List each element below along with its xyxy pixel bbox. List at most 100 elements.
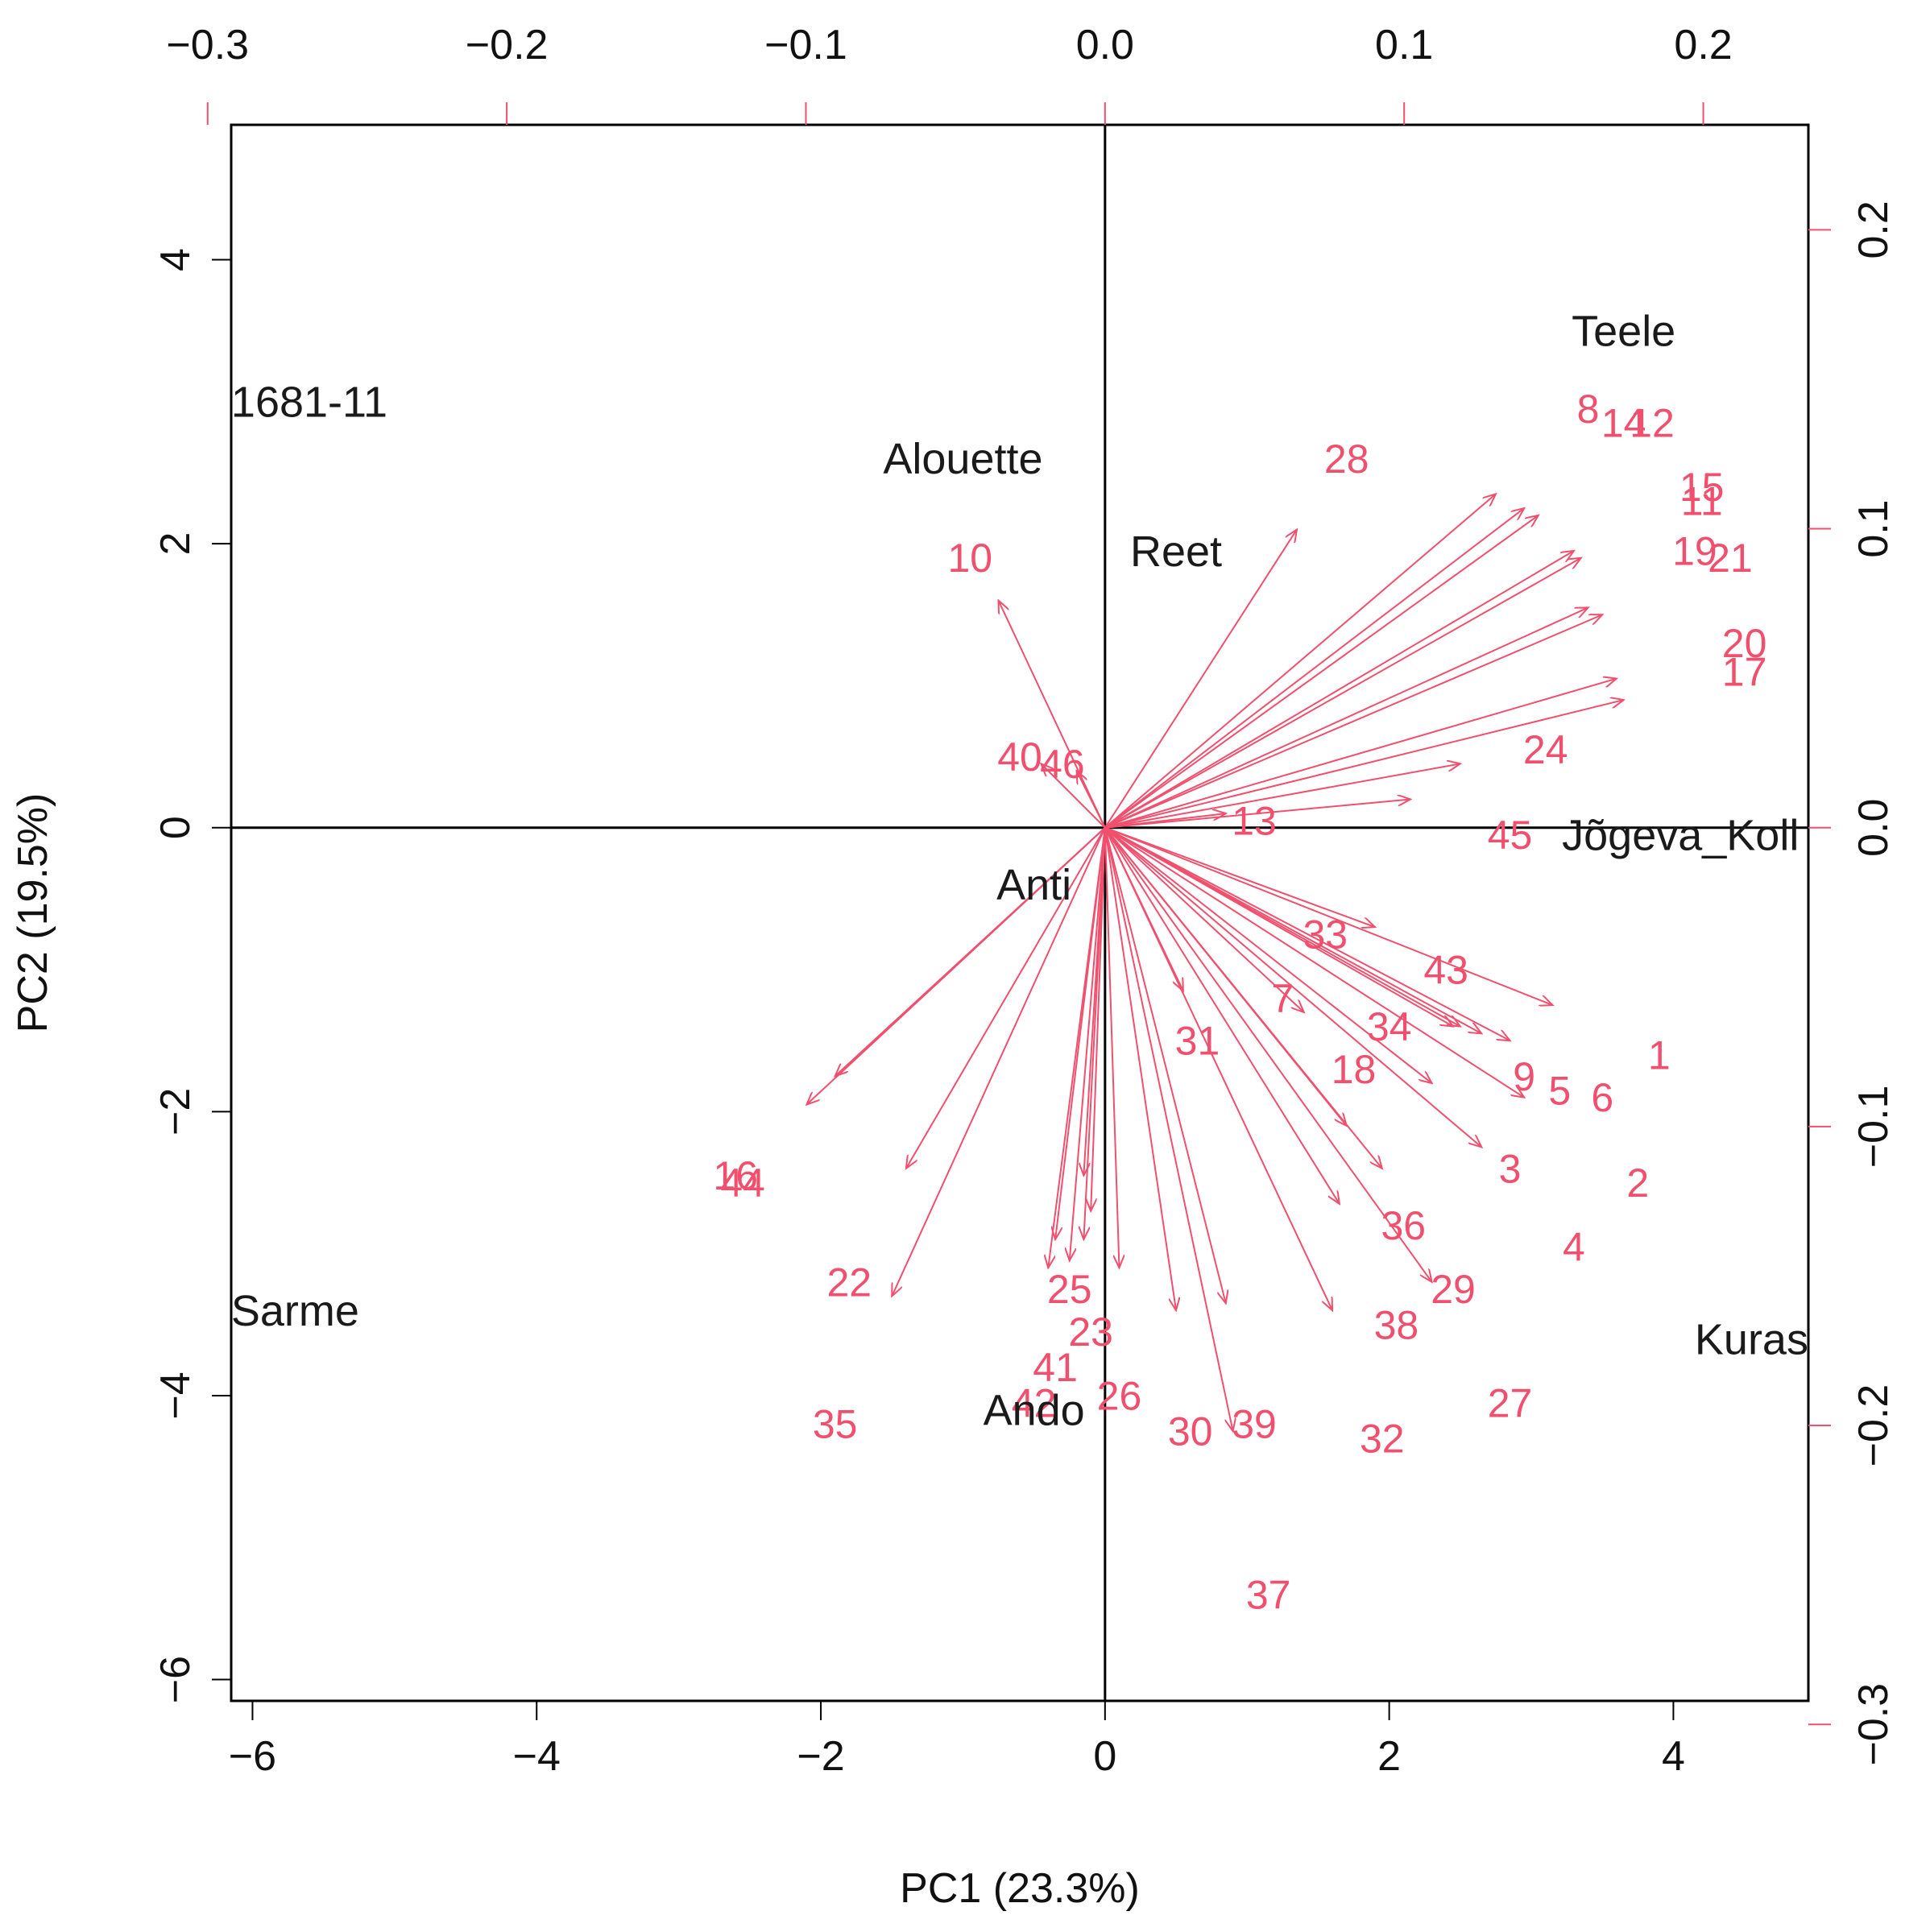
loading-label-22: 22 [827,1260,872,1305]
loading-arrow-20 [1104,679,1617,829]
observation-label-8: Kuras [1695,1315,1808,1363]
loading-arrow-3 [1104,826,1481,1148]
loading-label-12: 12 [1630,401,1675,446]
loading-arrow-25 [1070,827,1106,1261]
loading-arrow-6 [1104,826,1481,1034]
loading-label-43: 43 [1423,948,1468,993]
loading-arrow-44 [835,826,1106,1077]
loading-label-35: 35 [813,1402,858,1447]
y-tick-label-1: −4 [152,1371,199,1419]
y-axis-title: PC2 (19.5%) [10,793,56,1033]
x-tick-label-0: −6 [229,1733,276,1780]
loading-arrow-5 [1104,826,1510,1040]
loading-arrow-9 [1104,826,1524,1098]
loading-label-42: 42 [1012,1380,1057,1425]
loading-arrow-26 [1091,827,1106,1211]
loading-arrow-13 [1104,813,1226,829]
loading-arrow-15 [1104,551,1574,829]
loading-label-4: 4 [1563,1224,1585,1269]
loading-label-6: 6 [1591,1075,1613,1120]
loading-arrow-27 [1104,827,1226,1304]
loading-label-14: 14 [1601,401,1646,446]
loading-arrow-11 [1104,558,1581,829]
loading-label-8: 8 [1577,387,1600,432]
observation-label-6: Sarme [231,1287,359,1335]
loading-label-1: 1 [1648,1032,1671,1078]
loading-label-36: 36 [1381,1203,1426,1248]
loading-label-7: 7 [1271,976,1294,1021]
loading-label-21: 21 [1708,536,1753,581]
y-tick-label-4: 2 [152,532,199,556]
loading-label-19: 19 [1672,528,1717,573]
loading-label-39: 39 [1232,1402,1277,1447]
loading-label-33: 33 [1303,912,1348,957]
loading-label-23: 23 [1068,1309,1113,1355]
observation-label-3: Teele [1572,308,1675,356]
loading-arrow-40 [1041,763,1106,829]
loading-arrow-30 [1104,827,1120,1268]
loading-label-38: 38 [1374,1302,1419,1347]
loading-label-11: 11 [1681,479,1723,524]
y-tick-label-2: −2 [152,1088,199,1136]
loading-label-27: 27 [1488,1380,1533,1425]
loading-label-10: 10 [947,536,992,581]
loading-label-37: 37 [1246,1572,1291,1617]
x-axis-title: PC1 (23.3%) [900,1865,1140,1912]
x-tick-label-1: −4 [513,1733,561,1780]
loading-arrow-7 [1104,826,1304,1012]
top-tick-label-3: 0.0 [1076,22,1134,68]
top-tick-label-4: 0.1 [1375,22,1433,68]
loading-arrow-1 [1104,826,1453,1027]
loading-arrow-42 [1055,827,1106,1239]
loading-label-15: 15 [1679,465,1725,510]
y-tick-label-0: −6 [152,1656,199,1703]
top-tick-label-0: −0.3 [166,22,249,68]
right-tick-label-0: −0.3 [1850,1683,1897,1766]
loading-label-44: 44 [720,1160,765,1206]
loading-arrow-18 [1104,826,1432,1083]
loading-label-16: 16 [713,1153,758,1198]
loading-label-46: 46 [1040,742,1085,787]
top-tick-label-1: −0.2 [466,22,549,68]
loading-arrow-45 [1104,799,1410,829]
loading-arrow-21 [1104,614,1602,829]
loading-label-5: 5 [1548,1068,1571,1113]
loading-arrow-8 [1104,494,1496,829]
loading-arrow-10 [999,601,1106,829]
loading-label-34: 34 [1367,1004,1412,1049]
loading-label-31: 31 [1175,1019,1220,1064]
x-tick-label-2: −2 [797,1733,844,1780]
loading-label-9: 9 [1513,1054,1535,1099]
loading-arrow-12 [1104,515,1539,829]
loading-arrow-29 [1104,827,1432,1282]
loading-arrow-46 [1077,771,1106,829]
loading-arrow-32 [1104,827,1176,1310]
loading-label-17: 17 [1722,649,1767,694]
loading-arrow-43 [1104,826,1553,1005]
observation-label-1: Alouette [883,435,1042,483]
loading-arrow-35 [906,827,1106,1169]
loading-arrow-17 [1104,700,1624,829]
loading-arrow-4 [1104,827,1340,1204]
right-tick-label-5: 0.2 [1850,201,1897,259]
loading-arrow-22 [892,827,1106,1297]
loading-arrow-28 [1104,529,1297,829]
loading-arrow-33 [1104,826,1375,927]
observation-label-7: Ando [984,1386,1085,1434]
loading-label-26: 26 [1097,1373,1142,1418]
y-tick-label-5: 4 [152,248,199,271]
x-tick-label-3: 0 [1093,1733,1116,1780]
right-tick-label-1: −0.2 [1850,1384,1897,1467]
loading-label-28: 28 [1324,436,1369,482]
loading-label-3: 3 [1499,1146,1522,1191]
right-tick-label-2: −0.1 [1850,1086,1897,1169]
loading-arrow-38 [1104,827,1332,1310]
loading-label-29: 29 [1431,1267,1476,1312]
observation-label-5: Anti [996,861,1071,909]
y-tick-label-3: 0 [152,816,199,839]
top-tick-label-5: 0.2 [1674,22,1732,68]
loading-label-24: 24 [1523,727,1568,772]
